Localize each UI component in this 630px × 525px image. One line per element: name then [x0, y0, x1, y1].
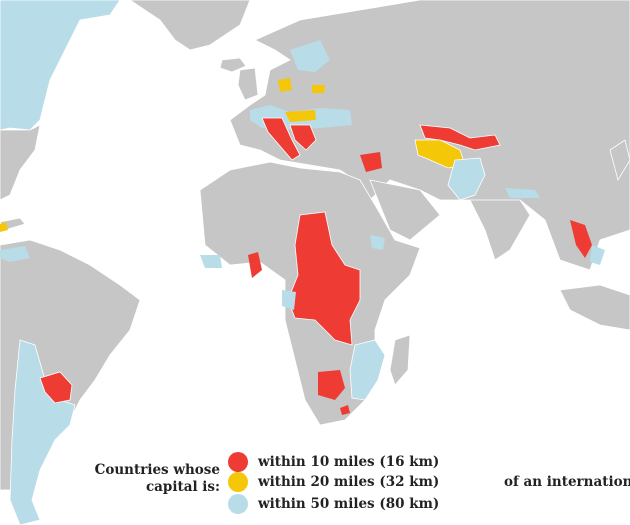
laos	[570, 220, 592, 258]
blue-dot-icon	[228, 494, 248, 514]
arabia	[369, 179, 441, 241]
madagascar	[389, 334, 411, 386]
caribbean-yellow	[0, 222, 8, 232]
india	[469, 199, 531, 261]
legend-label: within 10 miles (16 km)	[258, 454, 440, 470]
legend-item-20-miles: within 20 miles (32 km)	[228, 472, 439, 492]
italy-balkans	[261, 117, 317, 161]
austria-slovakia-yellow	[285, 110, 316, 122]
central-asia-red	[419, 124, 501, 151]
botswana	[318, 370, 345, 400]
legend-label: within 50 miles (80 km)	[258, 496, 440, 512]
syria	[360, 152, 382, 172]
mozambique-region-blue	[349, 339, 386, 401]
paraguay	[39, 371, 73, 404]
yellow-dot-icon	[228, 472, 248, 492]
se-asia-islands	[559, 284, 630, 331]
legend-label: within 20 miles (32 km)	[258, 474, 440, 490]
legend-title-line2: capital is:	[145, 479, 220, 495]
uk	[237, 67, 259, 101]
legend-suffix: of an international border	[504, 474, 630, 490]
afghanistan-pakistan	[447, 157, 486, 201]
central-africa-red	[287, 211, 361, 346]
legend-title: Countries whose capital is:	[95, 462, 220, 496]
legend-item-50-miles: within 50 miles (80 km)	[228, 494, 439, 514]
scandinavia-blue	[290, 40, 330, 72]
lesotho-swaziland	[340, 405, 350, 415]
red-dot-icon	[228, 452, 248, 472]
canada	[0, 0, 121, 131]
west-africa-red	[248, 252, 262, 278]
venezuela-blue	[0, 246, 30, 262]
nepal-bhutan	[505, 188, 540, 198]
lithuania-yellow	[312, 85, 325, 93]
legend-title-line1: Countries whose	[94, 462, 220, 478]
greenland	[129, 0, 251, 51]
poland-yellow	[278, 78, 292, 92]
gabon-blue	[282, 290, 296, 310]
iceland	[219, 57, 247, 73]
legend: Countries whose capital is: within 10 mi…	[95, 452, 630, 522]
east-africa-blue	[370, 235, 385, 250]
west-africa-blue	[200, 255, 222, 268]
vietnam-blue	[590, 245, 605, 265]
japan	[609, 139, 630, 182]
usa-east	[0, 124, 41, 201]
legend-item-10-miles: within 10 miles (16 km)	[228, 452, 439, 472]
